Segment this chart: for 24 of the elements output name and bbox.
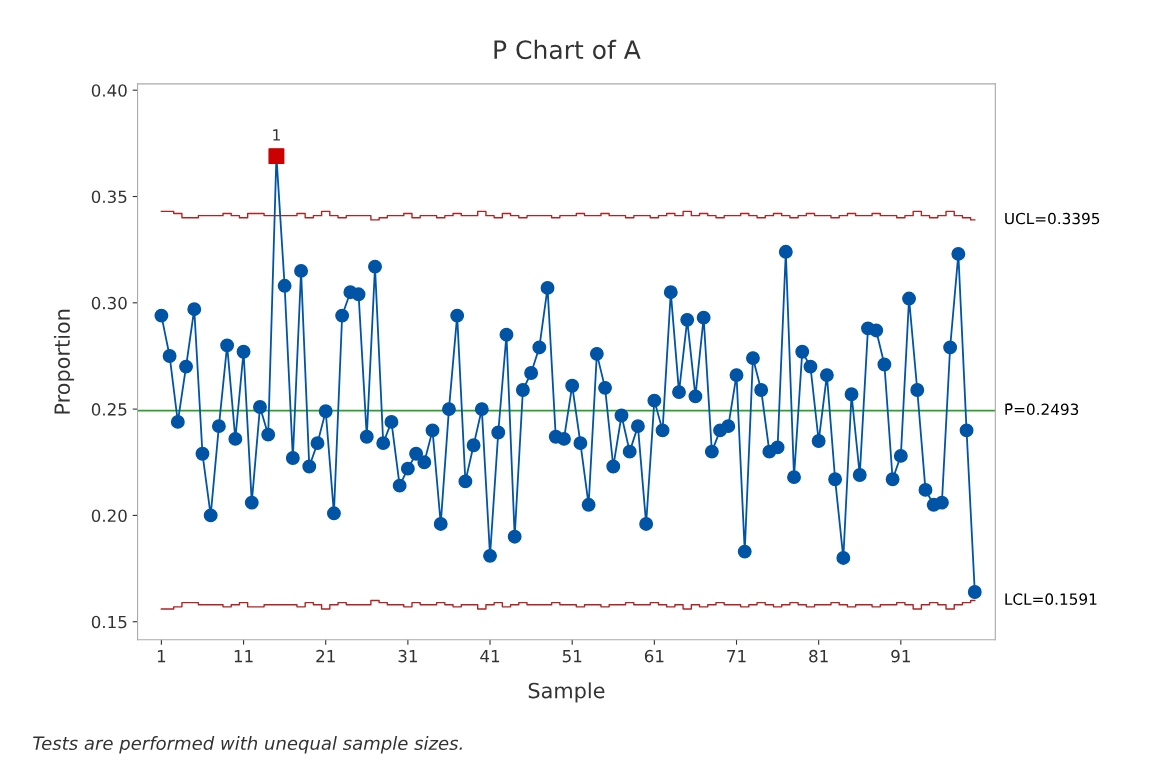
x-tick-label: 1 bbox=[157, 650, 166, 663]
ref-line-label: P̄=0.2493 bbox=[1005, 403, 1079, 416]
y-tick-label: 0.25 bbox=[91, 403, 127, 416]
x-tick-label: 21 bbox=[316, 649, 335, 663]
x-tick-label: 41 bbox=[480, 650, 500, 663]
x-tick-label: 71 bbox=[727, 650, 746, 663]
chart-title: P Chart of A bbox=[494, 39, 641, 60]
x-tick-label: 51 bbox=[562, 650, 582, 663]
x-tick-label: 81 bbox=[809, 649, 828, 663]
x-tick-label: 91 bbox=[891, 649, 910, 663]
series-label: UCL=0.3395 bbox=[1005, 212, 1100, 225]
text: LCL=0.1591 bbox=[1005, 593, 1097, 605]
annotation: 1 bbox=[273, 129, 280, 141]
x-tick-label: 31 bbox=[398, 649, 417, 663]
y-tick-label: 0.35 bbox=[91, 190, 127, 204]
x-axis-title: Sample bbox=[528, 682, 605, 703]
y-tick-label: 0.30 bbox=[91, 296, 127, 310]
x-tick-label: 11 bbox=[234, 650, 253, 663]
x-tick-label: 61 bbox=[644, 649, 664, 663]
y-axis-title: Proportion bbox=[53, 309, 75, 414]
text: Tests are performed with unequal sample sizes. bbox=[33, 736, 462, 754]
y-tick-label: 0.40 bbox=[91, 84, 127, 97]
y-tick-label: 0.15 bbox=[91, 615, 127, 629]
y-tick-label: 0.20 bbox=[91, 509, 127, 522]
